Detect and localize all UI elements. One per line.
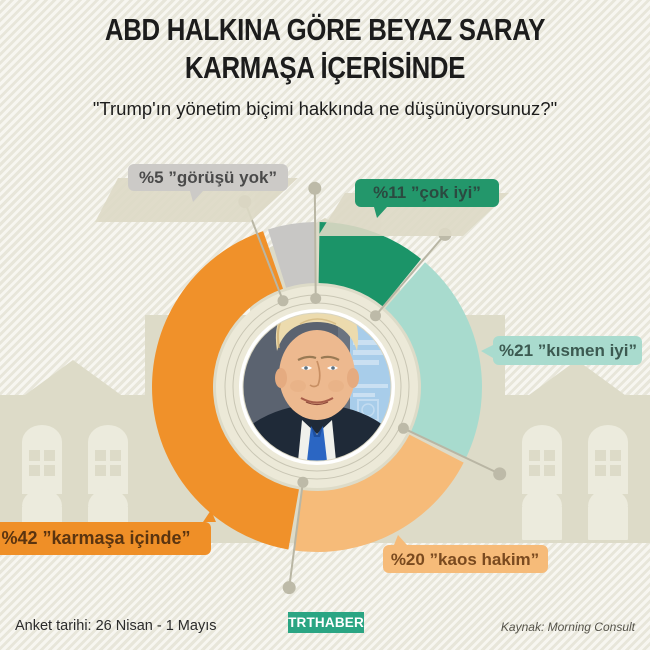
svg-text:%5 ”görüşü yok”: %5 ”görüşü yok”	[139, 168, 277, 187]
svg-text:%11 ”çok iyi”: %11 ”çok iyi”	[373, 183, 481, 202]
svg-text:%21 ”kısmen iyi”: %21 ”kısmen iyi”	[499, 341, 637, 360]
svg-text:%42 ”karmaşa içinde”: %42 ”karmaşa içinde”	[1, 528, 190, 548]
svg-text:%20 ”kaos hakim”: %20 ”kaos hakim”	[391, 550, 539, 569]
